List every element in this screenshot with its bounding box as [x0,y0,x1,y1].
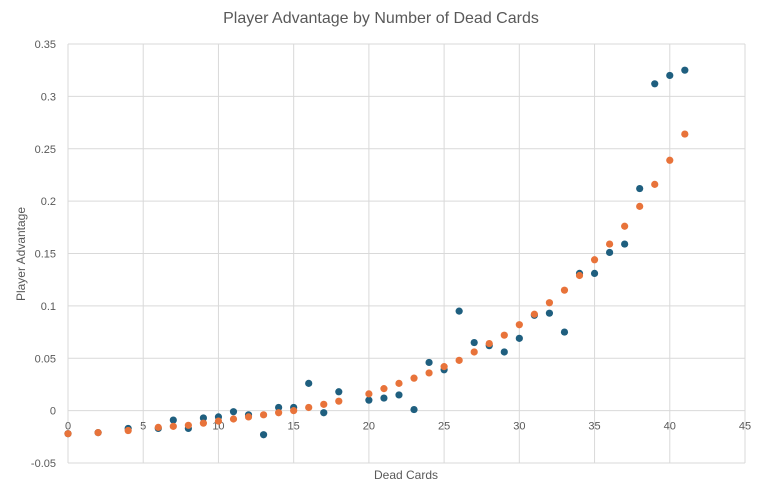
fitted-point [395,379,403,387]
fitted-point [455,356,463,364]
y-tick-label: 0.3 [41,91,56,103]
fitted-point [425,369,433,377]
x-tick-label: 35 [588,421,600,433]
data-points [64,66,689,439]
fitted-point [470,348,478,356]
observed-point [560,328,569,336]
y-axis-label: Player Advantage [14,207,28,301]
fitted-point [199,419,207,427]
fitted-point [606,240,614,248]
observed-point [666,71,674,80]
y-tick-label: 0.05 [35,353,56,365]
observed-point [500,348,508,356]
y-tick-label: 0.15 [35,249,56,261]
observed-point [259,431,268,439]
fitted-point [500,331,508,339]
chart-title: Player Advantage by Number of Dead Cards [223,10,539,27]
fitted-point [636,202,644,210]
fitted-point [214,417,223,425]
fitted-point [229,415,238,423]
observed-point [380,394,388,402]
fitted-point [335,397,343,405]
fitted-point [590,256,599,264]
fitted-point [575,271,584,280]
observed-point [229,408,238,416]
fitted-point [64,430,72,438]
fitted-point [515,321,523,329]
gridlines [67,43,746,464]
x-tick-label: 45 [739,421,751,433]
observed-point [320,409,328,417]
fitted-point [380,385,388,393]
x-tick-label: 0 [65,421,71,433]
observed-point [425,358,433,367]
fitted-point [259,411,268,419]
y-axis-ticks: -0.05 0 0.05 0.1 0.15 0.2 0.25 0.3 0.35 [31,39,56,470]
fitted-point [666,156,674,164]
fitted-point [305,403,313,412]
y-tick-label: 0.1 [41,301,56,313]
fitted-point [124,426,132,435]
fitted-point [365,390,373,398]
observed-point [169,416,177,424]
fitted-point [681,130,689,138]
observed-point [470,338,478,347]
fitted-point [410,374,418,382]
fitted-point [621,222,629,230]
fitted-point [560,286,569,294]
fitted-point [440,363,448,371]
observed-point [335,388,343,396]
x-axis-ticks: 0 5 10 15 20 25 30 35 40 45 [65,421,751,433]
fitted-point [184,421,192,429]
observed-point [455,307,463,315]
x-tick-label: 30 [513,421,525,433]
fitted-point [545,299,554,307]
fitted-point [485,339,493,348]
x-axis-label: Dead Cards [374,468,438,482]
fitted-point [275,409,283,417]
fitted-point [154,423,162,431]
observed-point [545,309,554,317]
y-tick-label: 0.25 [35,144,56,156]
x-tick-label: 20 [363,421,375,433]
x-tick-label: 5 [140,421,146,433]
observed-point [410,405,418,414]
observed-point [681,66,689,74]
y-tick-label: 0.35 [35,39,56,51]
observed-point [199,414,207,422]
observed-point [395,391,403,399]
observed-point [515,334,523,342]
observed-point [636,184,644,193]
x-tick-label: 40 [664,421,676,433]
observed-point [651,80,659,88]
fitted-point [244,413,253,421]
y-tick-label: 0.2 [41,196,56,208]
fitted-point [651,180,659,188]
observed-point [606,248,614,257]
fitted-point [169,422,177,430]
x-tick-label: 10 [212,421,224,433]
observed-point [365,396,373,404]
y-tick-label: 0 [50,406,56,418]
fitted-point [530,310,538,318]
fitted-point [320,400,328,408]
observed-point [621,240,629,248]
fitted-point [94,429,102,437]
x-tick-label: 15 [288,421,300,433]
observed-point [305,379,313,387]
fitted-point [290,407,298,415]
observed-point [590,269,599,278]
y-tick-label: -0.05 [31,458,56,470]
x-tick-label: 25 [438,421,450,433]
observed-point [275,403,283,412]
